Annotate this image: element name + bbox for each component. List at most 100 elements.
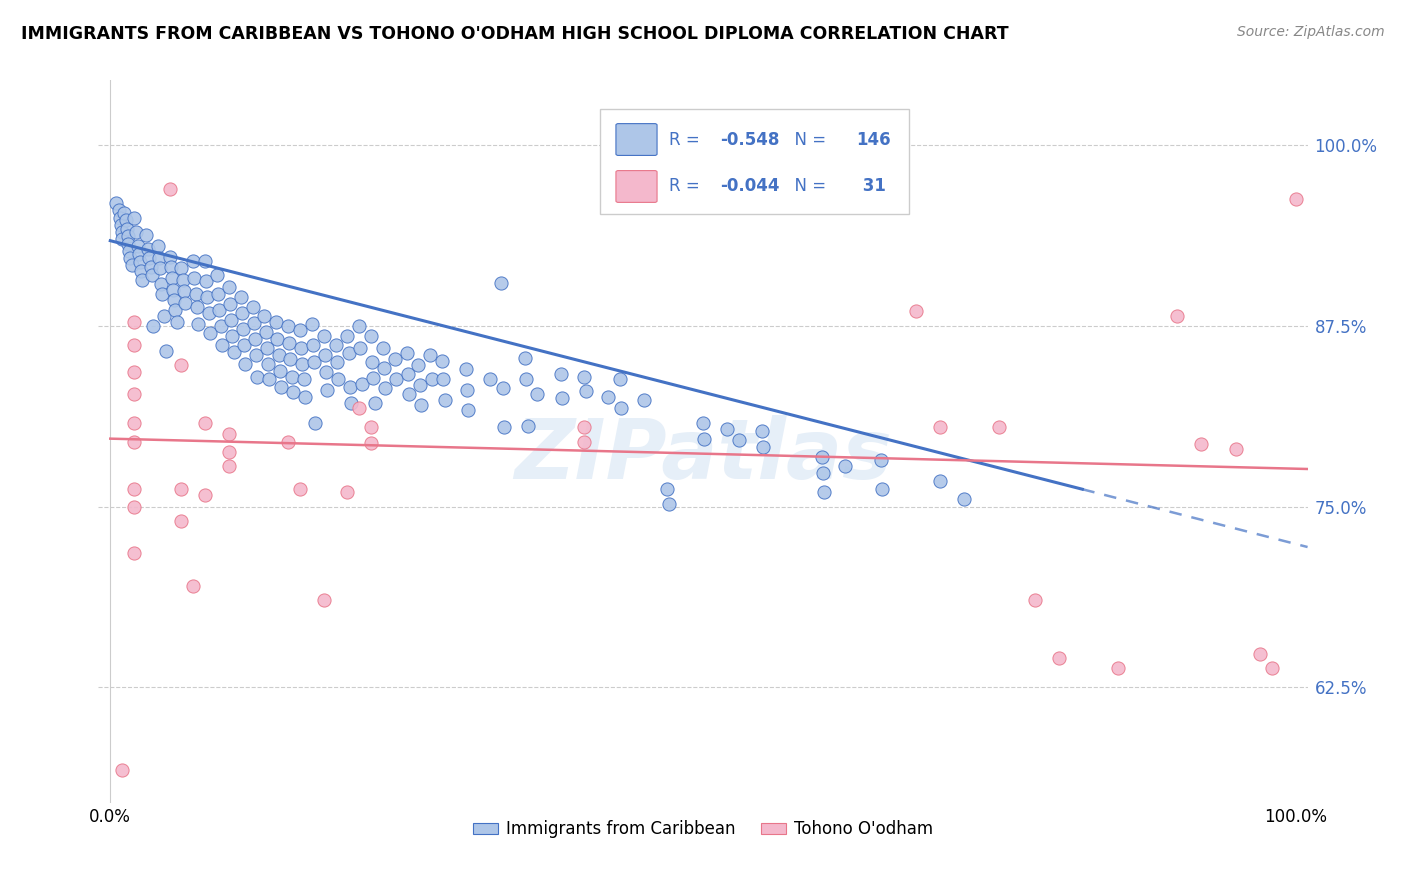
- Point: [326, 372, 349, 386]
- Point: [433, 392, 456, 407]
- Point: [336, 485, 359, 500]
- Point: [575, 384, 598, 398]
- Point: [658, 497, 681, 511]
- Point: [716, 421, 738, 435]
- Point: [122, 546, 145, 560]
- Point: [574, 369, 596, 384]
- Point: [609, 372, 631, 386]
- Point: [150, 277, 173, 291]
- Point: [218, 280, 240, 294]
- Point: [409, 399, 432, 413]
- Point: [516, 418, 538, 433]
- Text: R =: R =: [669, 178, 706, 195]
- Point: [170, 514, 193, 528]
- Point: [727, 433, 749, 447]
- Point: [385, 372, 408, 386]
- Point: [108, 211, 131, 225]
- Point: [110, 218, 132, 232]
- Point: [205, 268, 228, 283]
- Point: [122, 211, 145, 225]
- Point: [219, 313, 242, 327]
- Point: [186, 300, 208, 314]
- Point: [246, 369, 269, 384]
- Point: [810, 450, 832, 465]
- Point: [207, 287, 229, 301]
- Point: [245, 348, 267, 362]
- Point: [420, 372, 443, 386]
- Point: [231, 306, 253, 320]
- Point: [122, 337, 145, 351]
- Point: [122, 387, 145, 401]
- Point: [349, 341, 371, 355]
- Text: N =: N =: [785, 178, 831, 195]
- Point: [1166, 309, 1188, 323]
- Point: [1047, 651, 1070, 665]
- Point: [491, 276, 513, 290]
- Point: [139, 260, 162, 274]
- Point: [243, 332, 266, 346]
- Point: [492, 420, 515, 434]
- Point: [315, 365, 337, 379]
- Point: [107, 203, 129, 218]
- FancyBboxPatch shape: [616, 170, 657, 202]
- Point: [165, 303, 187, 318]
- Point: [170, 482, 193, 496]
- Point: [160, 271, 183, 285]
- Point: [360, 329, 382, 343]
- Point: [148, 251, 170, 265]
- Point: [574, 434, 596, 449]
- Point: [371, 341, 394, 355]
- Point: [610, 401, 633, 416]
- Text: Source: ZipAtlas.com: Source: ZipAtlas.com: [1237, 25, 1385, 39]
- Point: [152, 309, 174, 323]
- Point: [693, 432, 716, 446]
- Point: [152, 287, 174, 301]
- Point: [105, 196, 128, 211]
- Point: [235, 357, 257, 371]
- Point: [384, 352, 406, 367]
- Point: [211, 337, 233, 351]
- Point: [111, 763, 134, 777]
- Point: [172, 273, 194, 287]
- Point: [280, 352, 302, 367]
- Point: [301, 318, 323, 332]
- Point: [633, 392, 655, 407]
- Point: [136, 243, 159, 257]
- Point: [146, 239, 169, 253]
- Point: [752, 440, 775, 454]
- Text: -0.548: -0.548: [720, 130, 779, 149]
- Text: N =: N =: [785, 130, 831, 149]
- Point: [194, 253, 217, 268]
- Point: [398, 387, 420, 401]
- Point: [598, 390, 620, 404]
- Point: [408, 358, 430, 372]
- Point: [278, 336, 301, 351]
- Text: IMMIGRANTS FROM CARIBBEAN VS TOHONO O'ODHAM HIGH SCHOOL DIPLOMA CORRELATION CHAR: IMMIGRANTS FROM CARIBBEAN VS TOHONO O'OD…: [21, 25, 1008, 43]
- Point: [114, 213, 136, 227]
- Point: [229, 290, 252, 304]
- Point: [198, 326, 221, 340]
- Text: 31: 31: [856, 178, 886, 195]
- Point: [141, 268, 163, 283]
- Point: [277, 318, 299, 333]
- Point: [166, 315, 188, 329]
- Point: [432, 372, 454, 386]
- Point: [128, 246, 150, 260]
- Point: [256, 341, 278, 355]
- Point: [347, 401, 370, 416]
- Point: [526, 387, 548, 401]
- Point: [122, 482, 145, 496]
- Point: [396, 367, 419, 381]
- Point: [257, 357, 280, 371]
- Point: [127, 239, 149, 253]
- Text: -0.044: -0.044: [720, 178, 779, 195]
- Point: [1261, 661, 1284, 675]
- Point: [834, 459, 856, 474]
- Point: [122, 365, 145, 379]
- Point: [232, 322, 254, 336]
- Point: [181, 253, 204, 268]
- Point: [122, 500, 145, 514]
- Point: [302, 337, 325, 351]
- Point: [267, 348, 290, 362]
- Point: [218, 444, 240, 458]
